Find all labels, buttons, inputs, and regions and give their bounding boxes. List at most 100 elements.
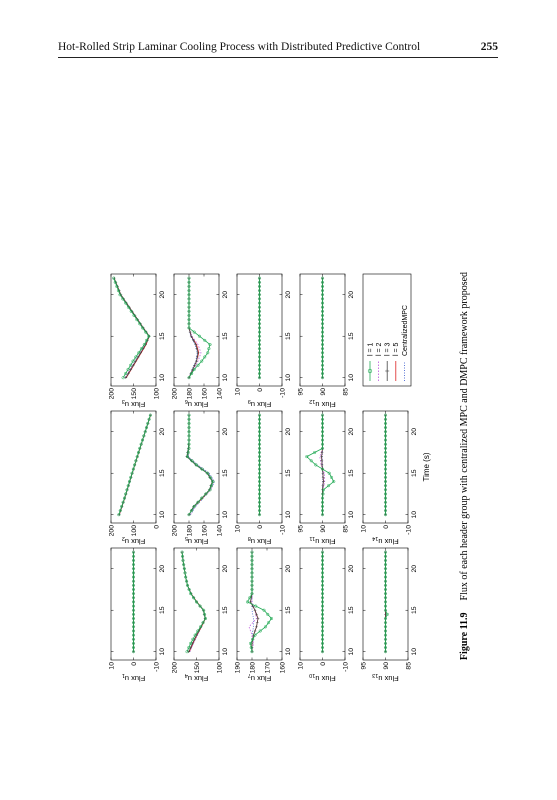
marker-l1	[320, 276, 325, 280]
marker-l1	[118, 509, 122, 513]
subplot-u11: 85 90 95 10 15 20 Flux u11	[297, 410, 355, 546]
y-axis-label: Flux u8	[248, 535, 272, 546]
x-tick-label: 20	[411, 428, 418, 436]
marker-l1	[139, 347, 144, 351]
marker-l1	[186, 450, 190, 455]
marker-l1	[187, 289, 191, 293]
marker-l1	[257, 434, 262, 438]
marker-l1	[135, 455, 139, 459]
marker-l1	[113, 280, 117, 284]
marker-l1	[257, 455, 262, 459]
marker-l1	[383, 488, 388, 492]
marker-l1	[320, 421, 325, 425]
marker-l1	[185, 579, 189, 583]
x-tick-label: 20	[348, 291, 355, 299]
marker-l1	[131, 579, 136, 583]
y-tick-label: 100	[131, 525, 138, 537]
marker-l1	[187, 646, 191, 650]
marker-l1	[257, 467, 262, 471]
marker-l1	[257, 500, 262, 504]
marker-l1	[320, 587, 325, 592]
marker-l1	[257, 438, 262, 442]
series-line-l-1	[113, 278, 150, 378]
y-axis-label: Flux u14	[372, 535, 399, 546]
subplot-u12: 85 90 95 10 15 20 Flux u12	[297, 273, 355, 409]
running-title: Hot-Rolled Strip Laminar Cooling Process…	[58, 41, 421, 53]
marker-l1	[187, 442, 191, 446]
marker-l1	[257, 459, 262, 463]
x-tick-label: 20	[159, 565, 166, 573]
marker-l1	[250, 650, 254, 654]
legend-label: l = 5	[393, 342, 400, 356]
marker-l1	[383, 442, 388, 446]
marker-l1	[131, 616, 136, 621]
marker-l1	[320, 334, 325, 338]
legend-label: l = 1	[367, 342, 374, 356]
marker-l1	[266, 612, 270, 616]
marker-l1	[187, 322, 191, 326]
marker-l1	[320, 330, 325, 334]
marker-l1	[138, 322, 142, 326]
marker-l1	[147, 417, 151, 421]
marker-l1	[203, 612, 207, 616]
x-tick-label: 20	[159, 291, 166, 299]
marker-l1	[320, 446, 325, 450]
marker-l1	[200, 359, 204, 363]
marker-l1	[124, 492, 128, 496]
marker-l1	[196, 629, 200, 633]
marker-l1	[257, 504, 262, 508]
x-tick-label: 10	[222, 648, 229, 656]
marker-l1	[187, 417, 191, 421]
y-axis-label-group: Flux u7	[248, 672, 272, 683]
marker-l1	[320, 583, 325, 587]
legend-entry: l = 2	[376, 342, 383, 381]
x-tick-label: 15	[285, 606, 292, 614]
marker-l1	[320, 496, 325, 500]
marker-l1	[124, 301, 128, 305]
marker-l1	[181, 558, 185, 562]
marker-l1	[187, 297, 191, 301]
marker-l1	[321, 488, 325, 492]
marker-l1	[320, 625, 325, 629]
marker-l1	[117, 513, 121, 517]
y-axis-label: Flux u5	[185, 535, 209, 546]
marker-l1	[183, 571, 187, 575]
marker-l1	[383, 608, 388, 612]
marker-l1	[383, 463, 388, 467]
marker-l1	[249, 646, 253, 650]
marker-l1	[320, 363, 325, 367]
marker-l1	[187, 309, 191, 313]
marker-l1	[116, 289, 120, 293]
marker-l1	[126, 484, 130, 488]
marker-l1	[250, 563, 254, 567]
marker-l1	[187, 276, 191, 280]
y-tick-label: 180	[249, 662, 256, 674]
marker-l1	[257, 338, 262, 342]
x-tick-label: 15	[348, 332, 355, 340]
y-tick-label: 0	[320, 662, 327, 666]
y-tick-label: 85	[405, 662, 412, 670]
marker-l1	[131, 563, 136, 567]
y-axis-label: Flux u13	[372, 672, 399, 683]
y-tick-label: 95	[297, 388, 304, 396]
marker-l1	[313, 450, 317, 455]
marker-l1	[320, 297, 325, 301]
marker-l1	[383, 413, 388, 417]
legend-entry: CentralizedMPC	[402, 305, 409, 381]
marker-l1	[137, 351, 141, 355]
marker-l1	[320, 554, 325, 558]
marker-l1	[320, 592, 325, 596]
marker-l1	[320, 575, 325, 579]
subplot-u1: -10 0 10 10 15 20 Flux u1	[108, 547, 166, 683]
x-tick-label: 20	[411, 565, 418, 573]
marker-l1	[320, 318, 325, 322]
legend-box	[362, 273, 412, 387]
y-axis-label: Flux u12	[309, 398, 336, 409]
subplot-u7: 160 170 180 190 10 15 20 Flux u7	[234, 547, 292, 683]
marker-l1	[327, 484, 331, 488]
marker-l1	[132, 313, 136, 318]
y-tick-label: 10	[234, 525, 241, 533]
marker-l1	[257, 367, 262, 371]
